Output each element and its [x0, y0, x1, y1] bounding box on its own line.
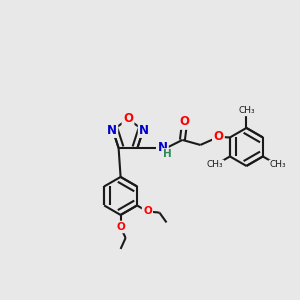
Text: O: O [116, 222, 125, 232]
Text: O: O [123, 112, 133, 125]
Text: O: O [179, 116, 189, 128]
Text: N: N [107, 124, 117, 136]
Text: CH₃: CH₃ [269, 160, 286, 169]
Text: O: O [143, 206, 152, 216]
Text: N: N [139, 124, 149, 136]
Text: CH₃: CH₃ [238, 106, 255, 116]
Text: H: H [163, 149, 172, 159]
Text: O: O [213, 130, 224, 143]
Text: CH₃: CH₃ [207, 160, 224, 169]
Text: N: N [158, 141, 167, 154]
